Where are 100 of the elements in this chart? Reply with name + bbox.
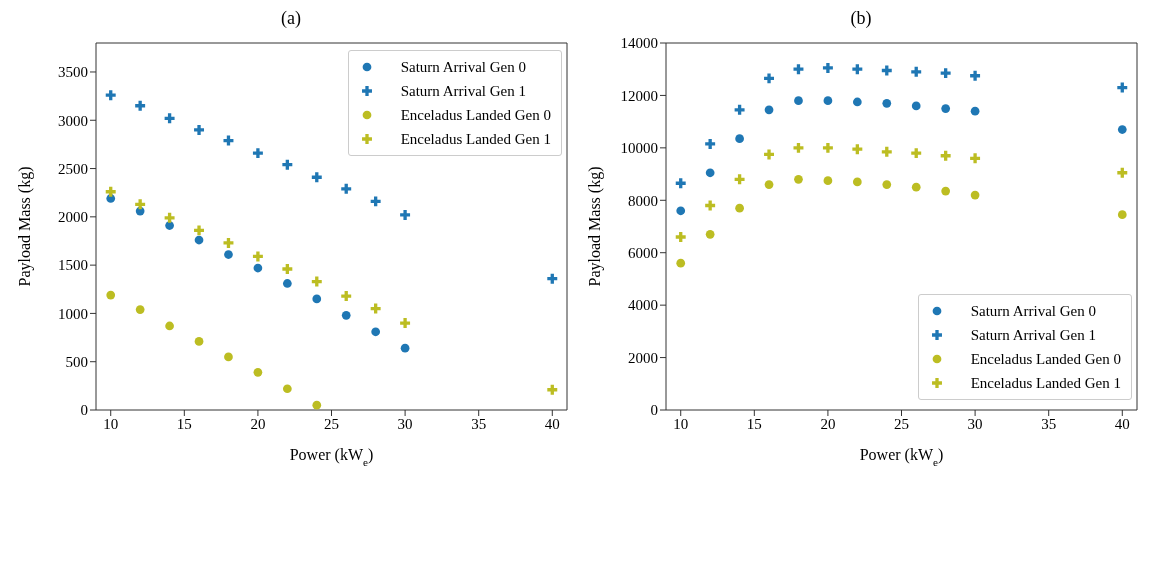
x-tick-label: 10	[673, 415, 689, 432]
y-axis-title: Payload Mass (kg)	[16, 166, 34, 287]
point	[940, 68, 951, 79]
point	[1117, 125, 1127, 134]
point	[852, 177, 862, 187]
point	[794, 174, 803, 184]
point	[105, 90, 116, 101]
point	[764, 180, 774, 189]
point	[822, 142, 833, 153]
y-tick-label: 3000	[58, 112, 88, 129]
point	[370, 196, 381, 207]
point	[312, 400, 322, 410]
point	[705, 230, 715, 239]
x-tick-label: 25	[324, 415, 339, 432]
point	[253, 263, 263, 273]
point	[882, 98, 892, 108]
point	[793, 64, 804, 75]
point	[252, 148, 263, 159]
point	[135, 199, 146, 210]
point	[764, 105, 774, 115]
point	[282, 264, 293, 274]
point	[164, 113, 175, 124]
y-tick-label: 12000	[620, 87, 658, 104]
point	[823, 96, 833, 106]
point	[194, 124, 205, 135]
point	[282, 384, 292, 394]
y-tick-label: 10000	[620, 140, 658, 157]
x-axis-title: Power (kW$_{e}$)	[289, 446, 374, 468]
point	[165, 221, 174, 230]
point	[705, 138, 716, 149]
point	[941, 104, 951, 113]
point	[822, 62, 833, 73]
legend-label: Enceladus Landed Gen 0	[400, 106, 551, 125]
point	[547, 384, 558, 395]
point	[165, 321, 174, 331]
point	[705, 168, 715, 178]
point	[223, 135, 234, 146]
point	[794, 96, 803, 106]
point	[311, 276, 322, 287]
point	[734, 104, 745, 115]
x-tick-label: 35	[471, 415, 487, 432]
point	[105, 186, 116, 197]
point	[194, 225, 205, 236]
y-tick-label: 2000	[628, 349, 658, 366]
y-tick-label: 14000	[620, 35, 658, 52]
point	[941, 186, 951, 196]
point	[312, 294, 322, 304]
point	[970, 106, 980, 116]
point	[911, 66, 922, 77]
point	[1117, 82, 1128, 93]
point	[224, 352, 233, 362]
y-tick-label: 1000	[58, 305, 88, 322]
point	[676, 258, 686, 268]
point	[823, 176, 833, 185]
legend-label: Saturn Arrival Gen 1	[400, 82, 527, 101]
point	[282, 159, 293, 170]
x-tick-label: 40	[544, 415, 560, 432]
point	[970, 70, 981, 81]
point	[675, 178, 686, 189]
legend-label: Saturn Arrival Gen 1	[970, 326, 1097, 345]
point	[135, 100, 146, 111]
x-tick-label: 20	[250, 415, 266, 432]
point	[252, 251, 263, 262]
point	[764, 149, 775, 160]
point	[400, 343, 410, 353]
point	[311, 172, 322, 183]
point	[911, 182, 921, 192]
point	[881, 65, 892, 76]
y-tick-label: 3500	[58, 64, 88, 81]
point	[1117, 167, 1128, 178]
point	[253, 367, 263, 377]
point	[734, 174, 745, 185]
point	[370, 303, 381, 314]
legend-label: Enceladus Landed Gen 0	[970, 350, 1121, 369]
point	[881, 146, 892, 157]
point	[911, 101, 921, 111]
y-tick-label: 1500	[58, 257, 88, 274]
point	[400, 209, 411, 220]
point	[970, 153, 981, 164]
point	[164, 212, 175, 223]
chart-title: (a)	[280, 8, 302, 30]
point	[764, 73, 775, 84]
point	[793, 142, 804, 153]
point	[852, 144, 863, 155]
point	[371, 327, 381, 337]
point	[282, 279, 292, 288]
point	[135, 305, 145, 314]
point	[676, 206, 686, 216]
point	[735, 203, 744, 213]
x-tick-label: 40	[1114, 415, 1130, 432]
point	[194, 235, 204, 245]
point	[106, 290, 116, 300]
x-tick-label: 10	[103, 415, 119, 432]
point	[223, 237, 234, 248]
y-tick-label: 4000	[628, 297, 658, 314]
point	[194, 337, 204, 346]
point	[882, 180, 892, 189]
legend-label: Enceladus Landed Gen 1	[400, 130, 551, 149]
x-tick-label: 35	[1041, 415, 1057, 432]
point	[675, 232, 686, 242]
